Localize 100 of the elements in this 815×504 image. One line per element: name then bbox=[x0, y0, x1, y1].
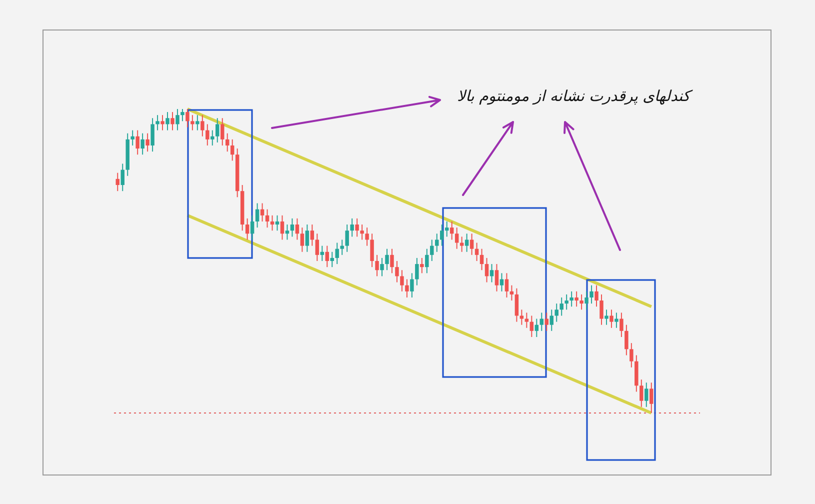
candlestick bbox=[190, 114, 194, 131]
candlestick bbox=[275, 214, 280, 232]
candlestick bbox=[640, 379, 644, 408]
candlestick bbox=[370, 233, 374, 268]
candlestick bbox=[265, 208, 270, 228]
candlestick bbox=[530, 315, 534, 338]
candlestick bbox=[580, 294, 584, 310]
candlestick bbox=[650, 382, 654, 414]
candlestick bbox=[534, 318, 539, 338]
candlestick bbox=[220, 118, 224, 146]
candlestick bbox=[415, 257, 419, 286]
candlestick bbox=[464, 233, 469, 252]
candlestick bbox=[260, 202, 264, 222]
candlestick bbox=[200, 114, 204, 137]
candlestick bbox=[225, 132, 230, 152]
candlestick bbox=[524, 312, 529, 328]
candlestick bbox=[584, 290, 588, 310]
candlestick bbox=[270, 214, 274, 232]
candlestick bbox=[614, 312, 618, 328]
candlestick bbox=[630, 342, 634, 368]
candlestick bbox=[250, 214, 254, 240]
candlestick bbox=[285, 224, 290, 240]
candlestick bbox=[574, 290, 578, 308]
candlestick bbox=[504, 272, 509, 298]
candlestick bbox=[500, 272, 504, 292]
candlestick bbox=[560, 296, 564, 316]
candlestick bbox=[280, 214, 284, 240]
candlestick bbox=[345, 224, 349, 252]
candlestick bbox=[570, 290, 574, 308]
candlestick bbox=[554, 303, 558, 322]
candlestick bbox=[160, 114, 164, 131]
candlestick bbox=[594, 284, 598, 308]
candlestick bbox=[216, 118, 220, 143]
candlestick bbox=[540, 312, 544, 332]
candlestick bbox=[146, 132, 150, 152]
candlestick bbox=[136, 130, 140, 156]
candlestick bbox=[385, 248, 389, 271]
candlestick bbox=[400, 270, 404, 292]
candlestick bbox=[320, 245, 324, 262]
candlestick bbox=[330, 251, 334, 268]
candlestick bbox=[290, 218, 294, 238]
candlestick bbox=[310, 224, 314, 246]
candlestick bbox=[435, 233, 439, 252]
candlestick bbox=[454, 227, 459, 250]
candlestick bbox=[150, 118, 154, 152]
candlestick bbox=[305, 224, 310, 252]
candlestick bbox=[460, 236, 464, 252]
candlestick bbox=[474, 242, 479, 262]
candlestick bbox=[120, 163, 124, 192]
candlestick bbox=[490, 264, 494, 283]
candlestick bbox=[196, 114, 200, 131]
candlestick bbox=[380, 257, 384, 277]
candlestick bbox=[335, 242, 339, 265]
candlestick bbox=[604, 309, 608, 326]
candlestick bbox=[440, 224, 444, 246]
text: کندلهای پرقدرت نشانه از مومنتوم بالا bbox=[457, 87, 693, 105]
candlestick bbox=[484, 257, 489, 283]
candlestick bbox=[245, 218, 250, 240]
candlestick bbox=[564, 294, 568, 310]
candlestick bbox=[365, 227, 369, 246]
candlestick bbox=[210, 130, 214, 146]
candlestick bbox=[116, 172, 120, 192]
candlestick bbox=[480, 248, 484, 271]
candlestick bbox=[186, 108, 190, 128]
candlestick bbox=[450, 220, 454, 240]
candlestick bbox=[206, 124, 210, 146]
candlestick bbox=[520, 309, 524, 326]
candlestick bbox=[405, 278, 409, 298]
candlestick bbox=[610, 309, 614, 328]
candlestick bbox=[255, 202, 260, 228]
candlestick bbox=[375, 254, 379, 277]
candlestick bbox=[514, 288, 519, 322]
candlestick bbox=[410, 272, 414, 298]
candlestick bbox=[624, 324, 628, 356]
candlestick bbox=[360, 224, 364, 240]
candlestick bbox=[295, 218, 300, 240]
candlestick bbox=[620, 312, 624, 338]
candlestick bbox=[176, 108, 180, 131]
candlestick bbox=[420, 257, 424, 274]
candlestick bbox=[140, 132, 144, 156]
candlestick bbox=[355, 218, 359, 238]
candlestick bbox=[130, 130, 134, 146]
candlestick bbox=[590, 284, 594, 304]
candlestick bbox=[166, 112, 170, 131]
candlestick bbox=[470, 233, 474, 256]
candlestick bbox=[510, 284, 514, 302]
candlestick bbox=[340, 239, 344, 256]
candlestick bbox=[600, 294, 604, 326]
candlestick bbox=[390, 248, 394, 274]
candlestick bbox=[180, 108, 184, 122]
candlestick bbox=[350, 218, 354, 238]
candlestick bbox=[644, 382, 648, 408]
candlestick bbox=[300, 227, 304, 252]
candlestick bbox=[494, 264, 499, 292]
candlestick bbox=[444, 220, 449, 238]
candlestick bbox=[170, 112, 174, 131]
candlestick bbox=[550, 309, 554, 332]
candlestick bbox=[425, 248, 429, 274]
candlestick bbox=[156, 114, 160, 131]
candlestick bbox=[315, 233, 320, 262]
